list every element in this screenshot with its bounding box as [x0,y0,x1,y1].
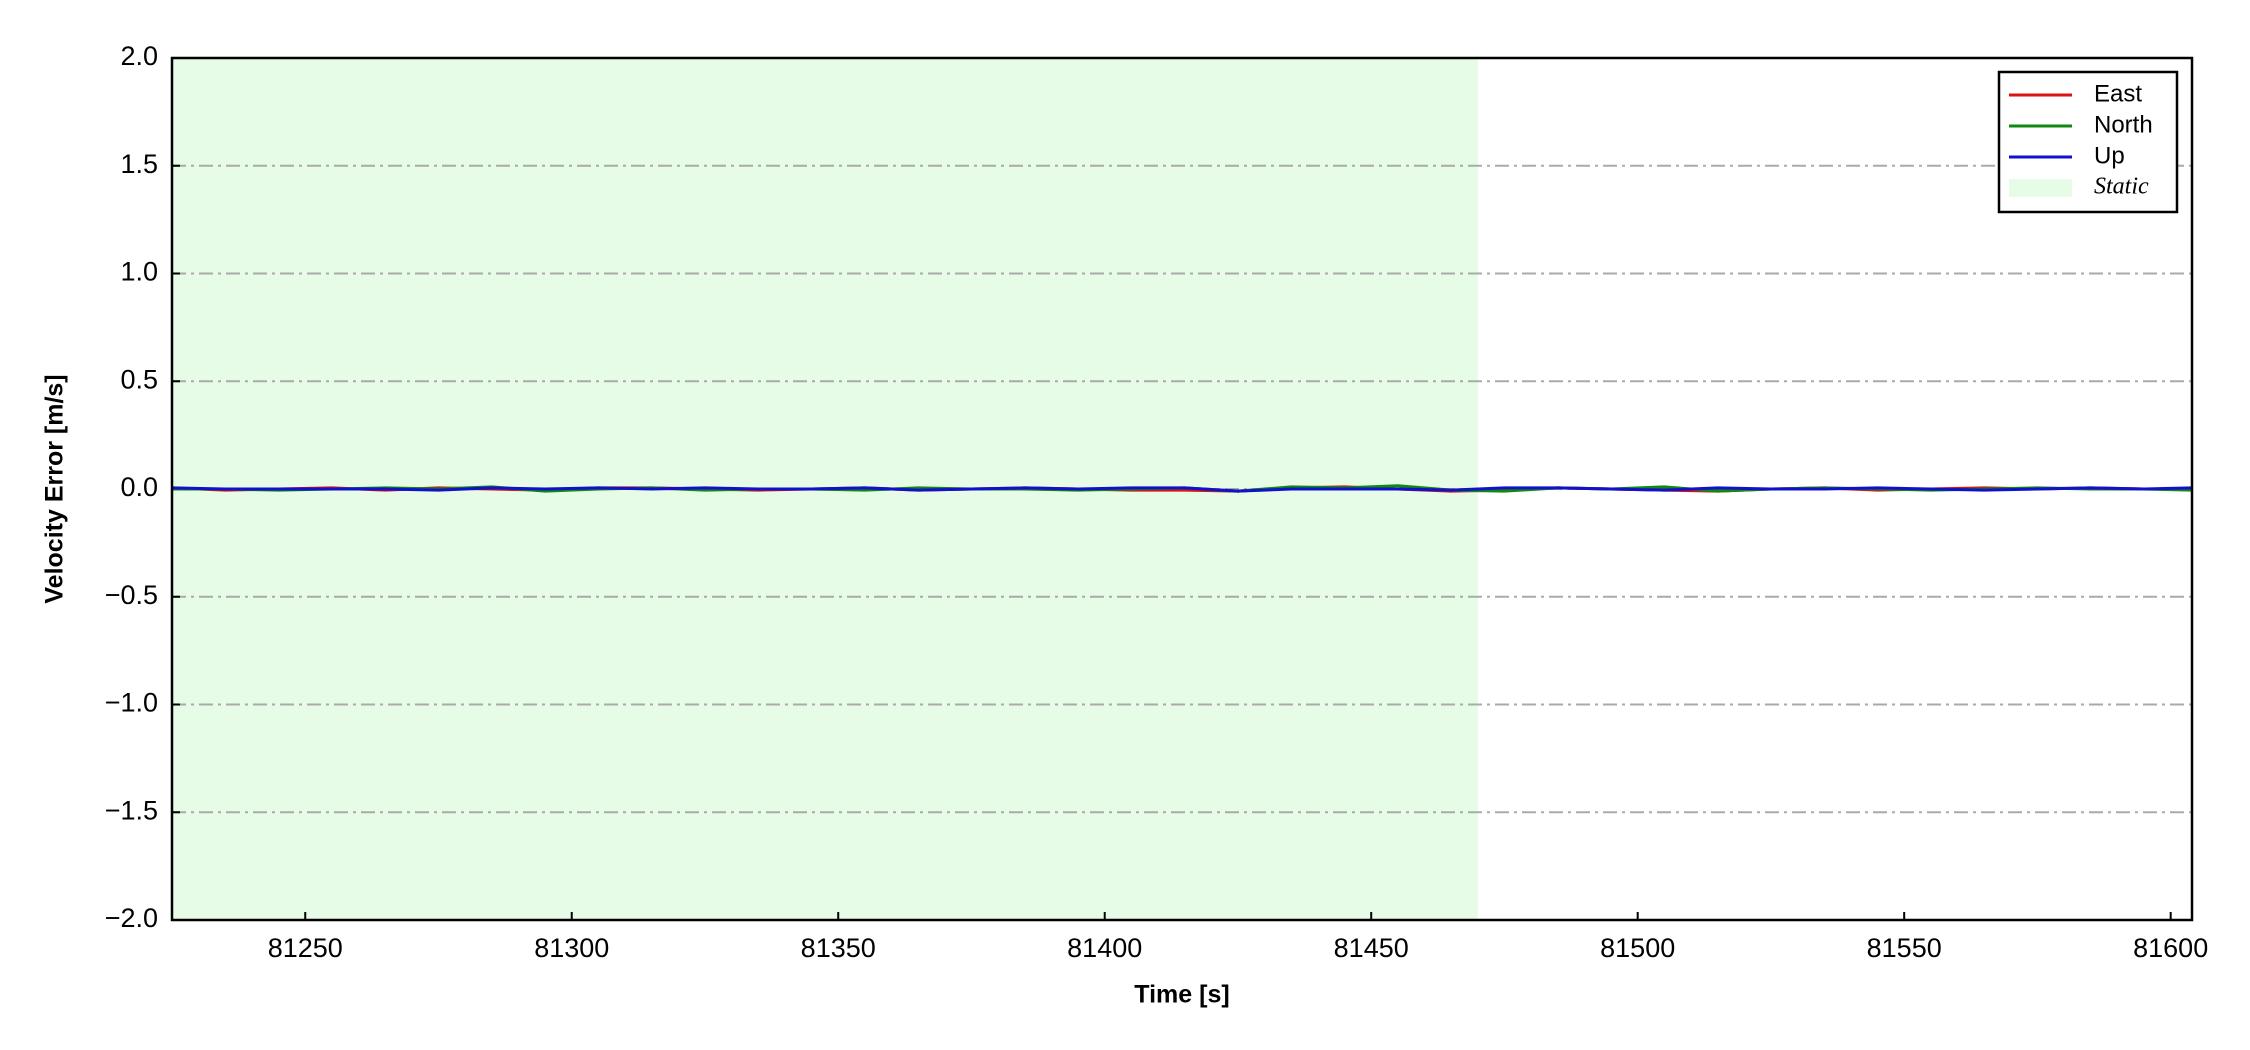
y-tick-label: 0.5 [120,364,158,394]
x-tick-label: 81350 [801,933,876,963]
y-tick-label: 1.5 [120,149,158,179]
legend-label: Up [2094,142,2125,169]
legend-label: Static [2094,174,2149,200]
legend-label: East [2094,80,2142,107]
x-tick-label: 81300 [534,933,609,963]
x-tick-label: 81500 [1600,933,1675,963]
x-tick-label: 81450 [1334,933,1409,963]
plot-frame [170,56,2194,922]
y-tick-label: −0.5 [105,580,158,610]
y-tick-label: −1.0 [105,688,158,718]
legend: East North Up Static [1997,70,2179,214]
y-tick-label: −2.0 [105,903,158,933]
legend-swatch [2009,179,2072,197]
x-tick-label: 81250 [268,933,343,963]
y-tick-label: 2.0 [120,41,158,71]
legend-label: North [2094,111,2153,138]
y-tick-label: 1.0 [120,257,158,287]
x-tick-label: 81550 [1867,933,1942,963]
x-tick-label: 81600 [2133,933,2208,963]
x-tick-label: 81400 [1067,933,1142,963]
y-axis-label: Velocity Error [m/s] [41,374,69,603]
y-tick-label: −1.5 [105,795,158,825]
y-tick-label: 0.0 [120,472,158,502]
series-line [171,486,2193,493]
x-axis-label: Time [s] [1134,981,1229,1009]
